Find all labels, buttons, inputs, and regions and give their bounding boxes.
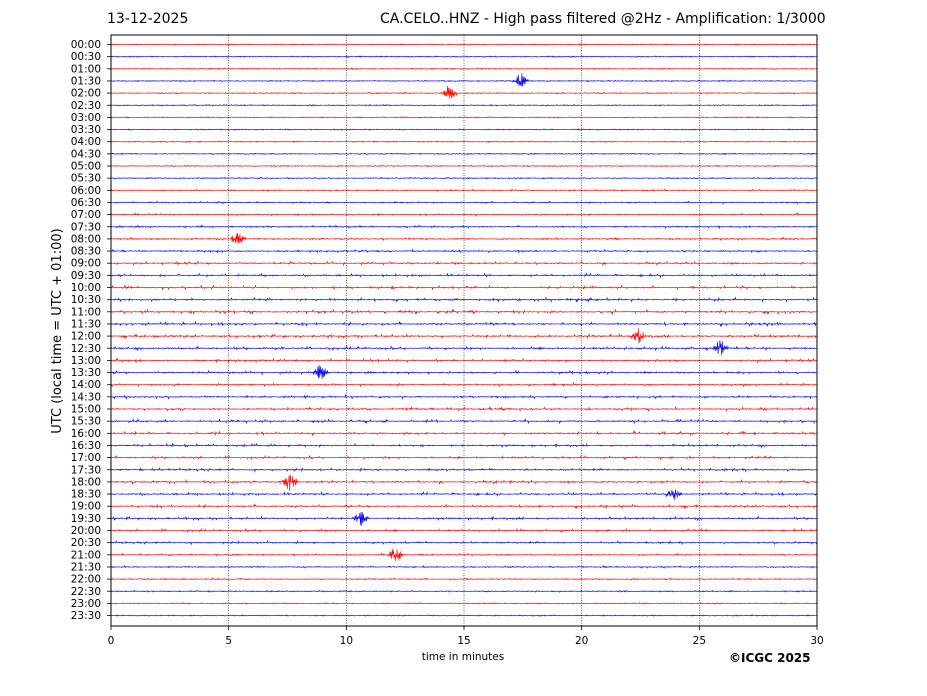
y-tick-label: 15:30 bbox=[71, 416, 101, 428]
x-axis-label: time in minutes bbox=[422, 651, 504, 663]
y-tick-label: 08:00 bbox=[71, 233, 101, 245]
y-tick-label: 03:30 bbox=[71, 124, 101, 136]
x-tick-label: 10 bbox=[340, 635, 353, 647]
x-tick-label: 0 bbox=[108, 635, 115, 647]
trace-0830 bbox=[110, 248, 817, 254]
x-tick-label: 15 bbox=[457, 635, 470, 647]
trace-1000 bbox=[110, 284, 817, 291]
y-tick-label: 04:30 bbox=[71, 148, 101, 160]
y-tick-labels: 00:0000:3001:0001:3002:0002:3003:0003:30… bbox=[71, 39, 111, 622]
y-tick-label: 07:00 bbox=[71, 209, 101, 221]
y-tick-label: 17:00 bbox=[71, 452, 101, 464]
y-tick-label: 16:00 bbox=[71, 428, 101, 440]
trace-1130 bbox=[110, 320, 817, 327]
y-tick-label: 03:00 bbox=[71, 112, 101, 124]
y-tick-label: 16:30 bbox=[71, 440, 101, 452]
y-tick-label: 01:00 bbox=[71, 63, 101, 75]
y-tick-label: 05:00 bbox=[71, 161, 101, 173]
trace-1830 bbox=[110, 489, 817, 500]
y-tick-label: 21:30 bbox=[71, 561, 101, 573]
trace-2200 bbox=[110, 577, 817, 581]
y-tick-label: 22:00 bbox=[71, 574, 101, 586]
trace-2130 bbox=[110, 564, 817, 569]
y-tick-label: 21:00 bbox=[71, 549, 101, 561]
trace-0430 bbox=[110, 152, 817, 156]
x-tick-label: 5 bbox=[225, 635, 232, 647]
y-tick-label: 18:30 bbox=[71, 489, 101, 501]
copyright-label: ©ICGC 2025 bbox=[729, 651, 811, 665]
y-tick-label: 15:00 bbox=[71, 404, 101, 416]
y-tick-label: 07:30 bbox=[71, 221, 101, 233]
trace-1430 bbox=[110, 393, 817, 400]
trace-0500 bbox=[110, 164, 817, 168]
y-tick-label: 14:00 bbox=[71, 379, 101, 391]
y-tick-label: 23:30 bbox=[71, 610, 101, 622]
y-tick-label: 17:30 bbox=[71, 464, 101, 476]
y-tick-label: 09:00 bbox=[71, 258, 101, 270]
y-tick-label: 19:00 bbox=[71, 501, 101, 513]
trace-1730 bbox=[110, 466, 817, 473]
y-tick-label: 04:00 bbox=[71, 136, 101, 148]
y-tick-label: 20:00 bbox=[71, 525, 101, 537]
y-tick-label: 02:00 bbox=[71, 88, 101, 100]
trace-1500 bbox=[110, 406, 817, 413]
x-tick-label: 20 bbox=[575, 635, 588, 647]
trace-0730 bbox=[110, 224, 817, 230]
trace-1200 bbox=[110, 328, 817, 344]
y-tick-label: 13:00 bbox=[71, 355, 101, 367]
y-tick-label: 02:30 bbox=[71, 100, 101, 112]
y-tick-label: 01:30 bbox=[71, 75, 101, 87]
y-tick-label: 00:00 bbox=[71, 39, 101, 51]
y-tick-label: 19:30 bbox=[71, 513, 101, 525]
trace-0800 bbox=[110, 233, 817, 245]
trace-2230 bbox=[110, 589, 817, 593]
y-tick-label: 09:30 bbox=[71, 270, 101, 282]
y-tick-label: 22:30 bbox=[71, 586, 101, 598]
y-tick-label: 00:30 bbox=[71, 51, 101, 63]
y-tick-label: 06:00 bbox=[71, 185, 101, 197]
trace-0300 bbox=[110, 116, 817, 119]
trace-0100 bbox=[110, 67, 817, 71]
x-tick-label: 30 bbox=[810, 635, 823, 647]
y-tick-label: 10:00 bbox=[71, 282, 101, 294]
y-tick-label: 08:30 bbox=[71, 246, 101, 258]
trace-0330 bbox=[110, 128, 817, 131]
y-tick-label: 06:30 bbox=[71, 197, 101, 209]
trace-2100 bbox=[110, 548, 817, 561]
y-tick-label: 05:30 bbox=[71, 173, 101, 185]
y-tick-label: 13:30 bbox=[71, 367, 101, 379]
trace-1530 bbox=[110, 418, 817, 425]
y-tick-label: 10:30 bbox=[71, 294, 101, 306]
y-tick-label: 23:00 bbox=[71, 598, 101, 610]
date-label: 13-12-2025 bbox=[107, 11, 189, 27]
y-tick-label: 20:30 bbox=[71, 537, 101, 549]
vertical-gridlines bbox=[228, 35, 700, 626]
y-axis-label: UTC (local time = UTC + 01:00) bbox=[50, 228, 65, 433]
y-tick-label: 18:00 bbox=[71, 476, 101, 488]
x-tick-label: 25 bbox=[693, 635, 706, 647]
y-tick-label: 14:30 bbox=[71, 391, 101, 403]
trace-1330 bbox=[110, 364, 817, 380]
chart-title: CA.CELO..HNZ - High pass filtered @2Hz -… bbox=[380, 11, 826, 27]
trace-1900 bbox=[110, 503, 817, 510]
trace-1930 bbox=[110, 512, 817, 526]
trace-0030 bbox=[110, 55, 817, 58]
trace-1800 bbox=[110, 474, 817, 492]
trace-0400 bbox=[110, 140, 817, 144]
trace-0130 bbox=[110, 73, 817, 87]
y-tick-label: 12:00 bbox=[71, 331, 101, 343]
y-tick-label: 11:30 bbox=[71, 318, 101, 330]
x-tick-labels: 0 5 10 15 20 25 30 bbox=[108, 626, 824, 647]
trace-1100 bbox=[110, 308, 817, 315]
trace-0000 bbox=[110, 43, 817, 46]
trace-1700 bbox=[110, 454, 817, 461]
y-tick-label: 12:30 bbox=[71, 343, 101, 355]
y-tick-label: 11:00 bbox=[71, 306, 101, 318]
